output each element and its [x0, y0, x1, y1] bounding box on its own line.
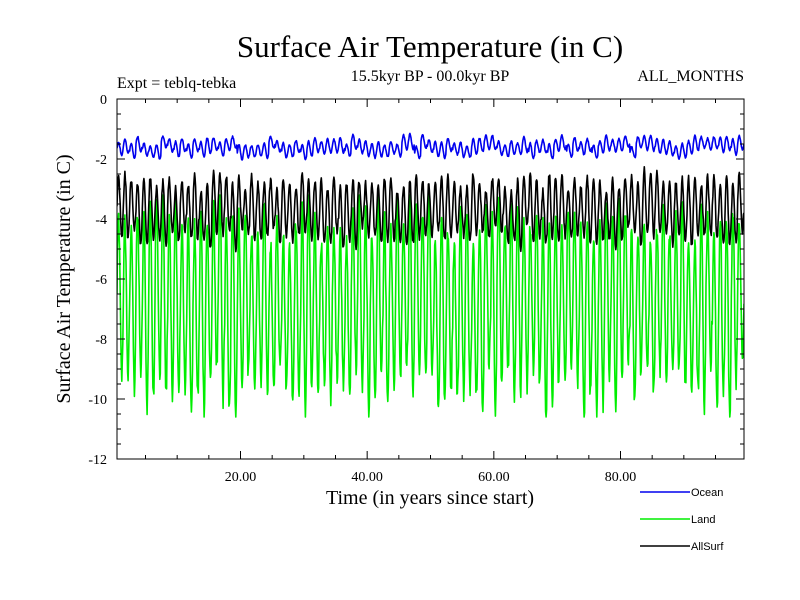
y-tick-label: -4 [95, 213, 107, 228]
months-label: ALL_MONTHS [637, 68, 744, 85]
time-range-label: 15.5kyr BP - 00.0kyr BP [351, 68, 510, 85]
y-axis-label: Surface Air Temperature (in C) [53, 154, 75, 403]
x-tick-label: 80.00 [605, 470, 637, 485]
series-line-allsurf [117, 166, 744, 253]
chart-title: Surface Air Temperature (in C) [237, 29, 623, 64]
y-tick-label: -6 [95, 273, 107, 288]
y-tick-label: -2 [95, 153, 107, 168]
series-line-land [117, 194, 744, 418]
y-tick-label: 0 [100, 93, 107, 108]
y-tick-label: -10 [88, 393, 107, 408]
y-tick-label: -12 [88, 453, 107, 468]
legend-label-allsurf: AllSurf [691, 541, 724, 553]
series-line-ocean [117, 132, 744, 161]
x-tick-label: 60.00 [478, 470, 510, 485]
legend: Ocean Land AllSurf [640, 487, 724, 553]
x-tick-label: 20.00 [225, 470, 257, 485]
legend-label-land: Land [691, 514, 715, 526]
y-tick-label: -8 [95, 333, 107, 348]
x-tick-label: 40.00 [351, 470, 383, 485]
experiment-label: Expt = teblq-tebka [117, 75, 236, 92]
legend-label-ocean: Ocean [691, 487, 723, 499]
x-axis-label: Time (in years since start) [326, 487, 534, 509]
